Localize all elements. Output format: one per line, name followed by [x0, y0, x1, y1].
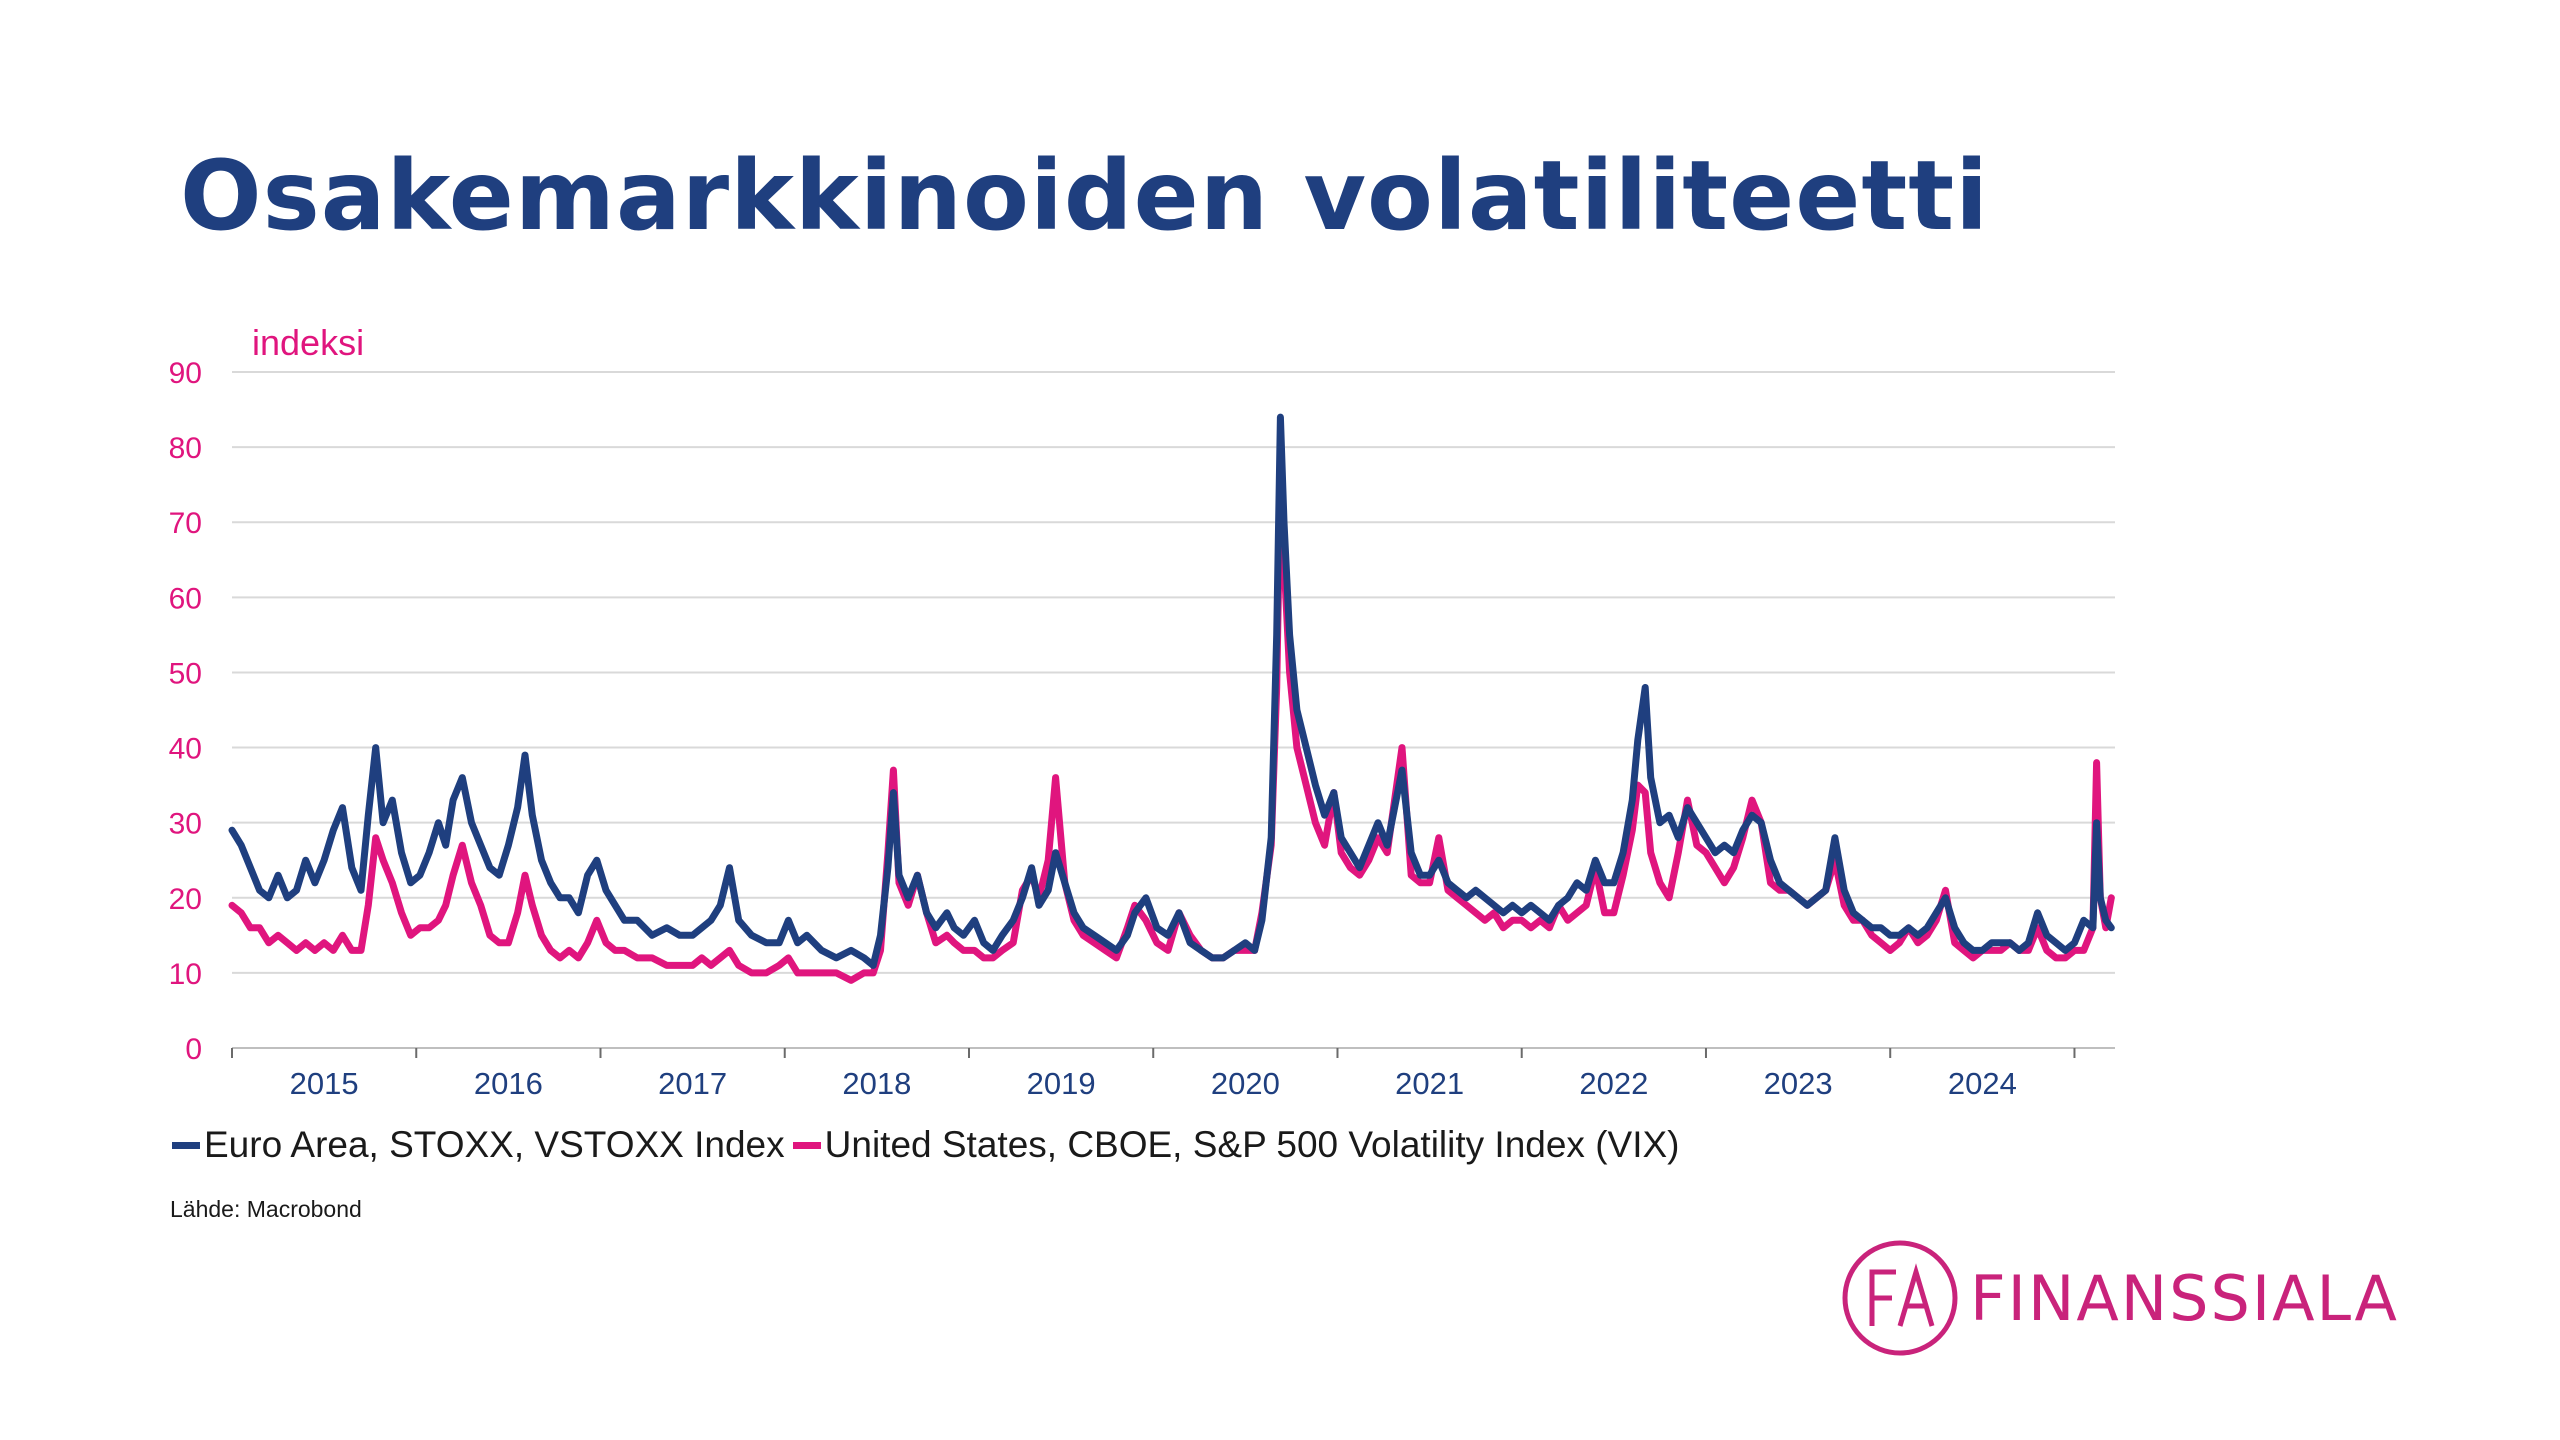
y-axis: 0 10 20 30 40 50 60 70 80 90	[169, 357, 202, 1066]
legend-item-us: United States, CBOE, S&P 500 Volatility …	[792, 1124, 1680, 1166]
legend-item-eu: Euro Area, STOXX, VSTOXX Index	[172, 1124, 785, 1166]
legend-swatch-us	[792, 1141, 821, 1149]
y-tick-label: 80	[169, 432, 202, 465]
chart-legend: Euro Area, STOXX, VSTOXX Index United St…	[172, 1124, 1680, 1166]
x-axis: 2015 2016 2017 2018 2019 2020 2021 2022 2023 2024	[231, 1047, 2115, 1101]
x-tick-label: 2017	[658, 1066, 727, 1101]
x-tick-label: 2015	[290, 1066, 359, 1101]
legend-label-us: United States, CBOE, S&P 500 Volatility …	[824, 1124, 1680, 1165]
fa-logo-icon	[1842, 1240, 1958, 1356]
logo-text: FINANSSIALA	[1970, 1261, 2399, 1335]
x-tick-label: 2021	[1395, 1066, 1464, 1101]
x-tick-label: 2022	[1579, 1066, 1648, 1101]
x-tick-label: 2023	[1764, 1066, 1833, 1101]
y-tick-label: 30	[169, 808, 202, 841]
series-lines	[228, 413, 2115, 984]
x-tick-label: 2018	[842, 1066, 911, 1101]
chart-title: Osakemarkkinoiden volatiliteetti	[180, 140, 1990, 252]
y-tick-label: 20	[169, 883, 202, 916]
y-tick-label: 40	[169, 733, 202, 766]
series-line-vix	[228, 473, 2115, 984]
grid-lines	[232, 371, 2115, 974]
x-tick-label: 2019	[1027, 1066, 1096, 1101]
x-tick-label: 2016	[474, 1066, 543, 1101]
y-tick-label: 0	[185, 1033, 202, 1066]
series-line-vstoxx	[228, 413, 2115, 969]
y-axis-label: indeksi	[252, 322, 364, 363]
y-tick-label: 70	[169, 507, 202, 540]
legend-label-eu: Euro Area, STOXX, VSTOXX Index	[204, 1124, 785, 1165]
legend-swatch-eu	[172, 1141, 200, 1149]
x-tick-label: 2024	[1948, 1066, 2017, 1101]
source-note: Lähde: Macrobond	[170, 1196, 362, 1222]
finanssiala-logo: FINANSSIALA	[1840, 1238, 2399, 1358]
y-tick-label: 90	[169, 357, 202, 390]
y-tick-label: 50	[169, 657, 202, 690]
y-tick-label: 60	[169, 582, 202, 615]
y-tick-label: 10	[169, 958, 202, 991]
x-tick-label: 2020	[1211, 1066, 1280, 1101]
